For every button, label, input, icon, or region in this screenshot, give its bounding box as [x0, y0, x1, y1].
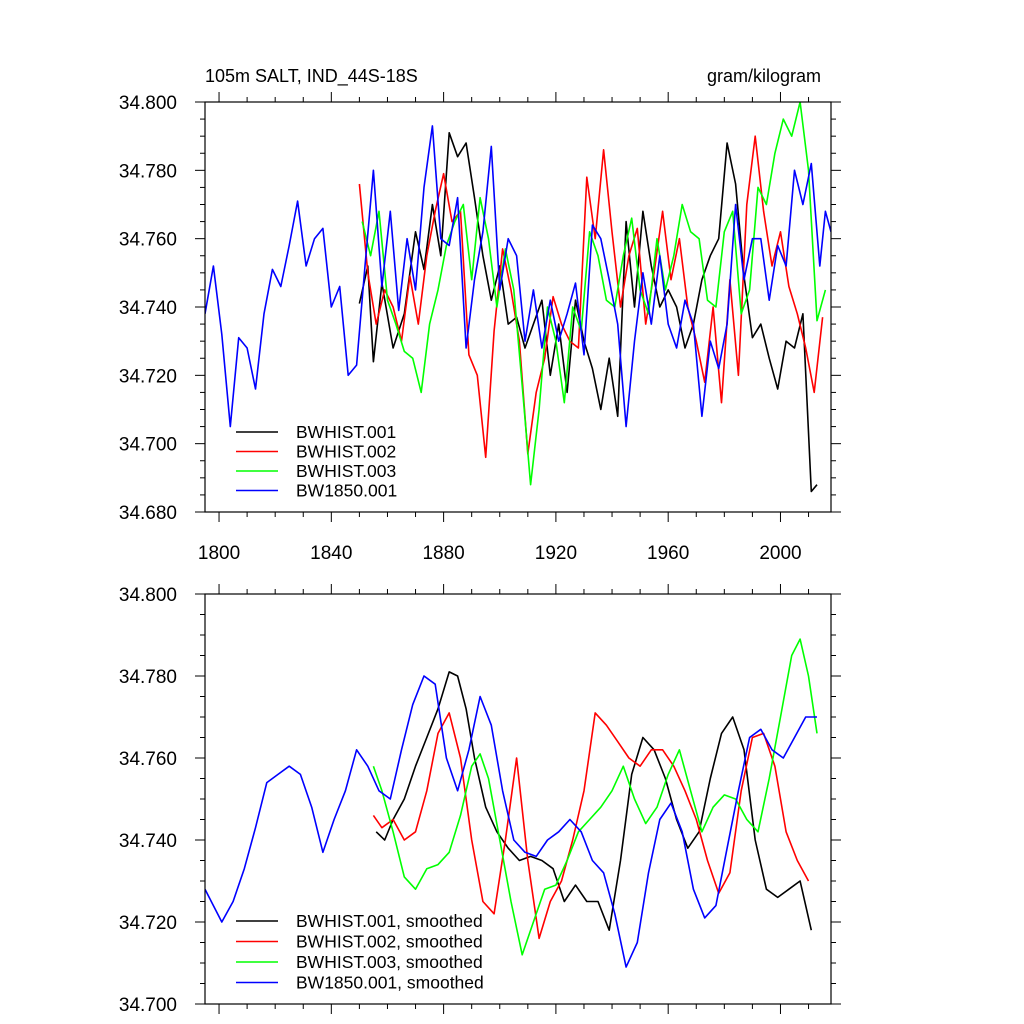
series-line-2: [361, 102, 827, 486]
y-tick-label: 34.720: [119, 366, 177, 387]
legend-label-0: BWHIST.001, smoothed: [296, 911, 483, 931]
x-tick-label: 1920: [535, 543, 577, 564]
y-tick-label: 34.800: [119, 585, 177, 606]
y-tick-label: 34.780: [119, 667, 177, 688]
y-tick-label: 34.780: [119, 161, 177, 182]
y-tick-label: 34.760: [119, 230, 177, 251]
series-group: [205, 102, 831, 493]
y-tick-label: 34.680: [119, 503, 177, 524]
bottom-panel-smoothed-salinity: 34.700 34.720 34.740 34.760 34.780 34.800 BWHI…: [119, 584, 841, 1016]
y-tick-label: 34.700: [119, 995, 177, 1016]
y-tick-label: 34.700: [119, 435, 177, 456]
top-panel-raw-salinity: 1800 1840 1880 1920 1960 2000 34.680 34.700 34.7…: [119, 66, 841, 564]
x-tick-label: 1840: [310, 543, 352, 564]
y-tick-label: 34.720: [119, 913, 177, 934]
chart-title-right: gram/kilogram: [707, 66, 821, 86]
y-tick-label: 34.800: [119, 93, 177, 114]
series-line-3: [205, 675, 817, 968]
series-line-3: [205, 125, 831, 428]
legend-label-3: BW1850.001, smoothed: [296, 973, 484, 993]
series-group: [205, 638, 818, 968]
series-line-1: [358, 135, 824, 459]
x-tick-label: 1960: [647, 543, 689, 564]
legend-label-1: BWHIST.002, smoothed: [296, 932, 483, 952]
legend-label-3: BW1850.001: [296, 481, 397, 501]
y-tick-label: 34.760: [119, 749, 177, 770]
series-line-0: [375, 671, 813, 931]
series-line-1: [372, 712, 810, 940]
x-tick-label: 2000: [759, 543, 801, 564]
x-tick-label: 1880: [422, 543, 464, 564]
chart-title-left: 105m SALT, IND_44S-18S: [205, 66, 418, 87]
x-tick-label: 1800: [198, 543, 240, 564]
legend-label-2: BWHIST.003, smoothed: [296, 952, 483, 972]
legend-label-2: BWHIST.003: [296, 461, 396, 481]
y-tick-label: 34.740: [119, 298, 177, 319]
series-line-2: [372, 638, 818, 956]
legend-label-0: BWHIST.001: [296, 422, 396, 442]
legend-label-1: BWHIST.002: [296, 442, 396, 462]
y-tick-label: 34.740: [119, 831, 177, 852]
